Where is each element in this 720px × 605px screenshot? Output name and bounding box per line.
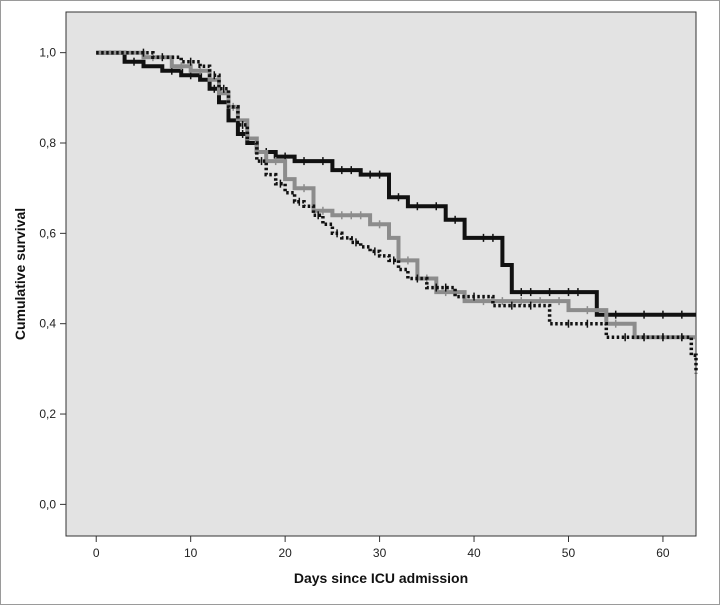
survival-curve-2 [96, 50, 696, 340]
y-tick-label: 0,4 [39, 317, 56, 331]
plot-area [65, 11, 697, 537]
x-tick-label: 0 [93, 546, 100, 560]
survival-curve-3 [96, 50, 698, 374]
y-tick-label: 0,8 [39, 136, 56, 150]
y-tick-label: 0,2 [39, 407, 56, 421]
x-tick-label: 40 [467, 546, 481, 560]
y-tick-label: 0,6 [39, 226, 56, 240]
y-tick-label: 0,0 [39, 497, 56, 511]
x-tick-label: 30 [373, 546, 387, 560]
x-tick-label: 60 [656, 546, 670, 560]
series-group [96, 48, 698, 374]
x-tick-label: 10 [184, 546, 198, 560]
y-tick-label: 1,0 [39, 46, 56, 60]
x-tick-label: 20 [278, 546, 292, 560]
x-tick-label: 50 [562, 546, 576, 560]
y-axis-title: Cumulative survival [12, 208, 28, 340]
y-axis: 0,0 0,2 0,4 0,6 0,8 1,0 [39, 46, 66, 511]
x-axis: 0 10 20 30 40 50 60 [93, 536, 670, 560]
x-axis-title: Days since ICU admission [294, 570, 468, 586]
